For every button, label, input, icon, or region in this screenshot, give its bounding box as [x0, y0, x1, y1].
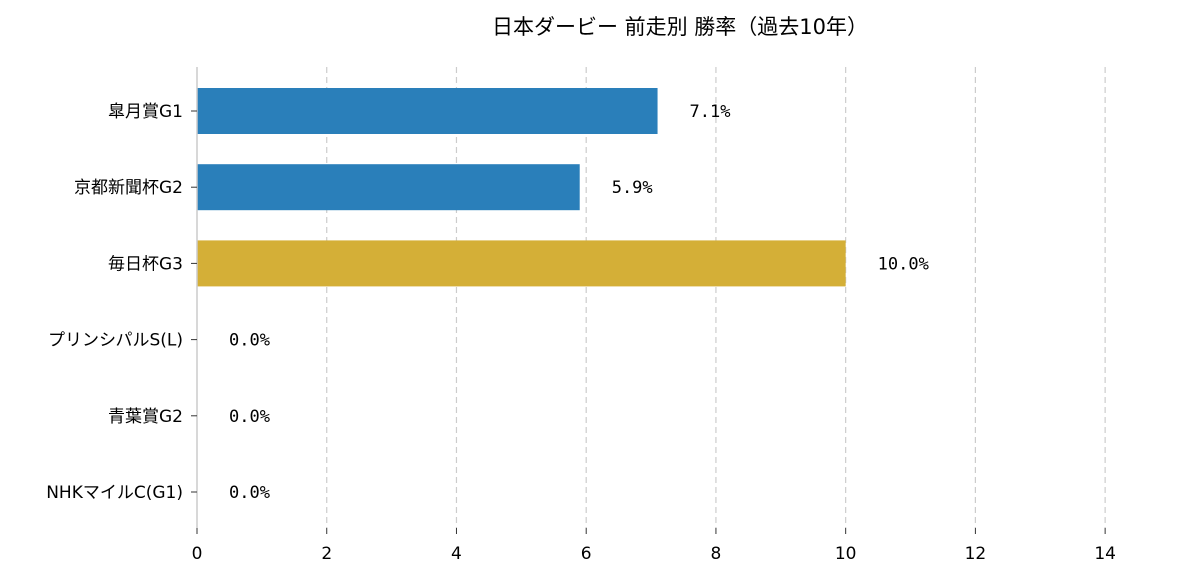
- bar: [197, 240, 846, 287]
- bar: [197, 88, 658, 134]
- data-label: 5.9%: [612, 178, 653, 198]
- data-label: 10.0%: [878, 254, 929, 274]
- x-tick-label: 6: [581, 544, 592, 564]
- category-label: NHKマイルC(G1): [46, 483, 183, 503]
- x-tick-label: 12: [965, 544, 987, 564]
- x-tick-label: 4: [451, 544, 462, 564]
- category-label: 毎日杯G3: [108, 254, 183, 274]
- data-label: 7.1%: [690, 102, 731, 122]
- data-label: 0.0%: [229, 331, 270, 351]
- bar: [197, 164, 580, 211]
- x-tick-label: 8: [711, 544, 722, 564]
- data-label: 0.0%: [229, 407, 270, 427]
- data-label: 0.0%: [229, 483, 270, 503]
- category-label: 青葉賞G2: [108, 407, 183, 427]
- chart-title: 日本ダービー 前走別 勝率（過去10年）: [492, 15, 868, 39]
- x-tick-label: 14: [1094, 544, 1116, 564]
- x-tick-label: 2: [321, 544, 332, 564]
- category-label: プリンシパルS(L): [48, 331, 183, 351]
- category-label: 京都新聞杯G2: [74, 178, 183, 198]
- x-tick-label: 0: [192, 544, 203, 564]
- x-tick-label: 10: [835, 544, 857, 564]
- category-label: 皐月賞G1: [108, 102, 183, 122]
